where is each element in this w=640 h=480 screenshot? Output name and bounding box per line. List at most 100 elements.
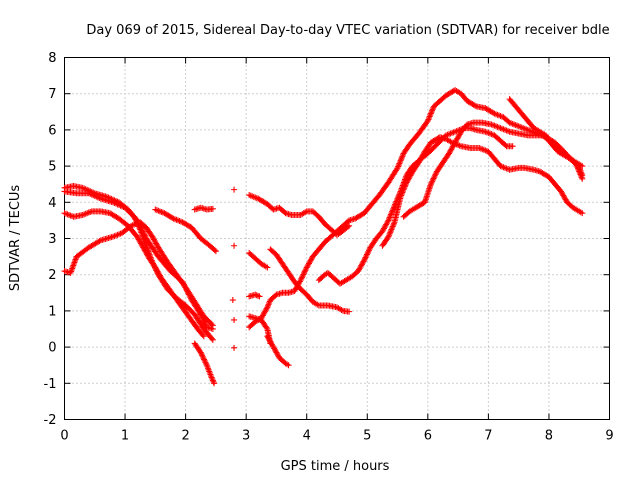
data-point bbox=[263, 324, 270, 331]
y-tick-label: -2 bbox=[44, 413, 57, 428]
data-point bbox=[363, 252, 370, 259]
data-point bbox=[365, 247, 372, 254]
data-point bbox=[299, 272, 306, 279]
data-point bbox=[208, 321, 215, 328]
data-track bbox=[61, 208, 207, 340]
data-point bbox=[265, 301, 272, 308]
data-track bbox=[246, 249, 271, 271]
data-point bbox=[429, 176, 436, 183]
data-point bbox=[429, 106, 436, 113]
data-point bbox=[502, 142, 509, 149]
data-point bbox=[425, 116, 432, 123]
data-point bbox=[388, 210, 395, 217]
data-point bbox=[390, 222, 397, 229]
y-tick-label: 0 bbox=[48, 341, 56, 356]
data-point bbox=[365, 248, 372, 255]
data-point bbox=[389, 207, 396, 214]
data-point bbox=[386, 214, 393, 221]
data-track bbox=[246, 291, 263, 300]
data-point bbox=[231, 344, 238, 351]
data-point bbox=[579, 210, 586, 217]
data-point bbox=[401, 185, 408, 192]
x-tick-label: 6 bbox=[424, 429, 432, 444]
data-point bbox=[398, 190, 405, 197]
data-point bbox=[231, 316, 238, 323]
y-tick-label: 5 bbox=[48, 160, 56, 175]
data-point bbox=[364, 250, 371, 257]
x-tick-label: 0 bbox=[60, 429, 68, 444]
data-point bbox=[395, 162, 402, 169]
data-track bbox=[267, 246, 353, 315]
data-point bbox=[389, 223, 396, 230]
data-point bbox=[264, 302, 271, 309]
y-tick-label: 6 bbox=[48, 123, 56, 138]
data-point bbox=[578, 174, 585, 181]
data-point bbox=[96, 238, 103, 245]
data-point bbox=[579, 175, 586, 182]
data-point bbox=[490, 109, 497, 116]
x-tick-label: 7 bbox=[484, 429, 492, 444]
data-point bbox=[169, 214, 176, 221]
data-point bbox=[393, 166, 400, 173]
data-point bbox=[389, 225, 396, 232]
x-tick-label: 9 bbox=[605, 429, 613, 444]
data-point bbox=[573, 161, 580, 168]
data-point bbox=[200, 333, 207, 340]
data-point bbox=[263, 305, 270, 312]
data-point bbox=[201, 319, 208, 326]
data-point bbox=[301, 268, 308, 275]
data-point bbox=[361, 255, 368, 262]
data-point bbox=[344, 223, 351, 230]
data-point bbox=[131, 213, 138, 220]
data-point bbox=[429, 107, 436, 114]
data-point bbox=[210, 378, 217, 385]
data-point bbox=[202, 359, 209, 366]
data-point bbox=[398, 192, 405, 199]
data-point bbox=[201, 356, 208, 363]
data-point bbox=[387, 211, 394, 218]
data-point bbox=[578, 172, 585, 179]
data-point bbox=[575, 165, 582, 172]
data-point bbox=[509, 143, 516, 150]
data-track bbox=[231, 344, 238, 351]
x-tick-label: 1 bbox=[121, 429, 129, 444]
data-point bbox=[576, 169, 583, 176]
data-point bbox=[211, 380, 218, 387]
data-point bbox=[209, 336, 216, 343]
data-point bbox=[432, 171, 439, 178]
data-point bbox=[231, 242, 238, 249]
data-point bbox=[389, 208, 396, 215]
data-point bbox=[428, 109, 435, 116]
data-track bbox=[264, 333, 292, 369]
data-point bbox=[431, 172, 438, 179]
data-point bbox=[209, 377, 216, 384]
data-point bbox=[264, 304, 271, 311]
data-point bbox=[579, 163, 586, 170]
data-point bbox=[574, 164, 581, 171]
data-point bbox=[297, 277, 304, 284]
data-point bbox=[427, 110, 434, 117]
x-tick-label: 8 bbox=[545, 429, 553, 444]
data-point bbox=[397, 157, 404, 164]
y-tick-labels: -2 -1 0 1 2 3 4 5 6 7 8 bbox=[44, 51, 57, 428]
data-point bbox=[208, 374, 215, 381]
data-point bbox=[387, 227, 394, 234]
data-point bbox=[346, 308, 353, 315]
x-tick-label: 3 bbox=[242, 429, 250, 444]
data-point bbox=[431, 174, 438, 181]
data-point bbox=[209, 205, 216, 212]
y-tick-label: 4 bbox=[48, 196, 56, 211]
data-point bbox=[426, 113, 433, 120]
data-point bbox=[266, 299, 273, 306]
data-track bbox=[191, 204, 216, 213]
data-point bbox=[209, 322, 216, 329]
data-point bbox=[363, 251, 370, 258]
data-point bbox=[577, 171, 584, 178]
plot-frame bbox=[64, 57, 610, 420]
data-point bbox=[197, 349, 204, 356]
data-point bbox=[384, 218, 391, 225]
chart-title: Day 069 of 2015, Sidereal Day-to-day VTE… bbox=[86, 23, 609, 38]
data-point bbox=[402, 182, 409, 189]
data-point bbox=[386, 230, 393, 237]
